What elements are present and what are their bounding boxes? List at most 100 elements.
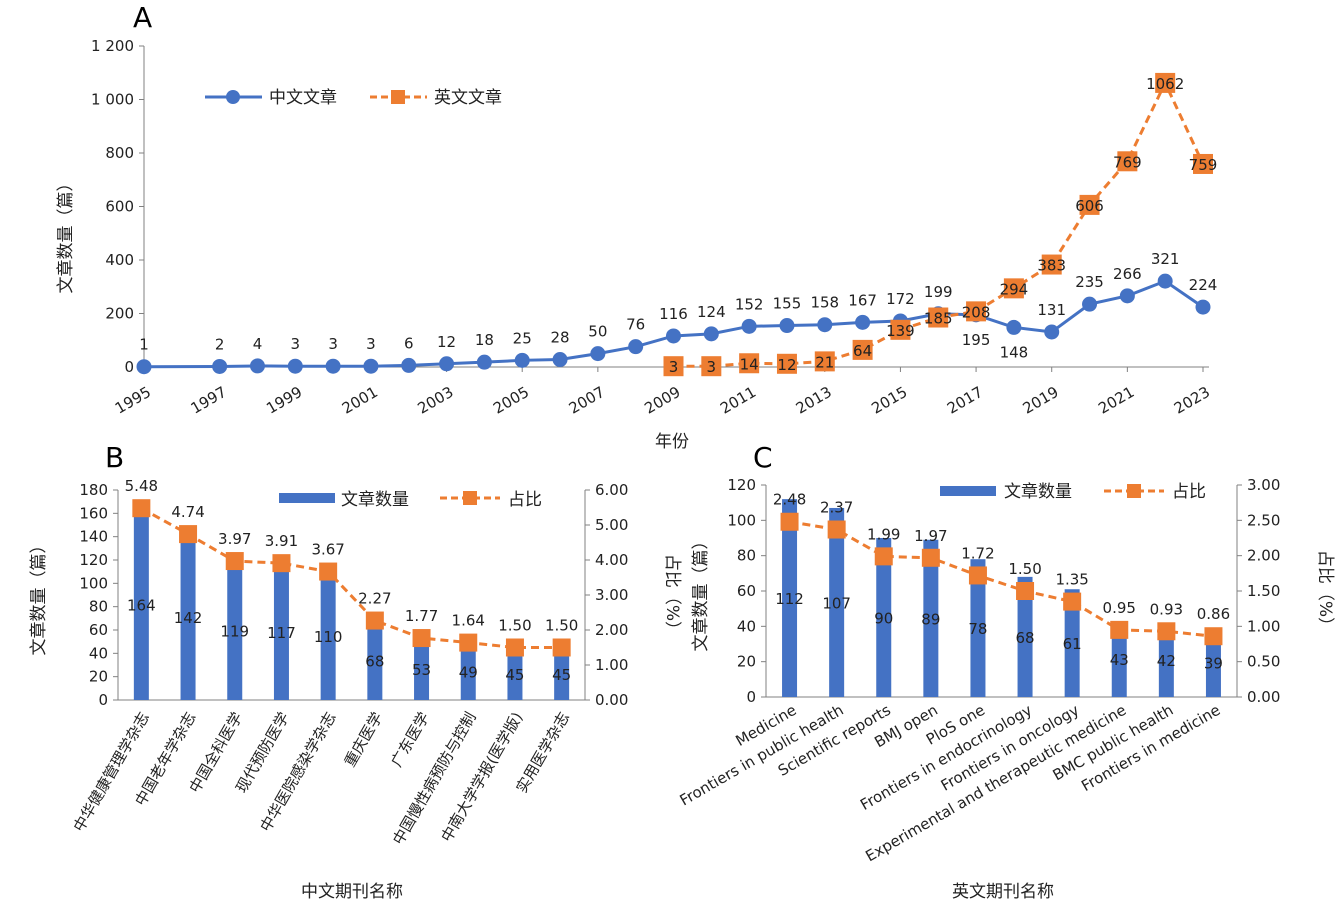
data-point-chinese [1195, 299, 1211, 315]
panel-c-bars: 112 107 90 89 78 68 61 43 42 39 [775, 499, 1223, 697]
data-point-chinese [552, 352, 568, 368]
left-tick-label: 60 [737, 582, 756, 600]
x-tick-label: 2023 [1171, 383, 1213, 418]
data-label-chinese: 1 [139, 336, 149, 354]
left-tick-label: 0 [746, 688, 756, 706]
data-point-english [1079, 194, 1100, 215]
data-label-chinese: 3 [328, 335, 338, 353]
share-marker [1063, 592, 1082, 611]
panel-b-axes: 0 20 40 60 80 100 120 140 160 180 0.00 1.00 2.00 3.00… [70, 481, 629, 848]
bar-value-label: 42 [1157, 652, 1176, 670]
data-point-chinese [514, 352, 530, 368]
y-tick-label: 200 [105, 305, 134, 323]
bar-value-label: 68 [1016, 629, 1035, 647]
share-value-label: 3.97 [218, 530, 251, 548]
data-label-chinese: 76 [626, 316, 645, 334]
category-label: 重庆医学 [341, 709, 387, 770]
share-marker [780, 512, 799, 531]
data-label-english: 383 [1037, 257, 1066, 275]
data-label-chinese: 266 [1113, 265, 1142, 283]
legend-marker-chinese [226, 90, 240, 104]
panel-b-legend: 文章数量 占比 [279, 490, 542, 510]
bar [227, 561, 243, 700]
share-marker [225, 552, 244, 571]
data-label-english: 139 [886, 322, 915, 340]
data-point-chinese [1006, 319, 1022, 335]
bar-value-label: 119 [220, 623, 249, 641]
legend-bar-count [279, 493, 335, 503]
panel-b-bars: 164 142 119 117 110 68 53 49 45 45 [127, 508, 571, 700]
panel-c-letter: C [753, 441, 773, 474]
legend-label-chinese: 中文文章 [269, 88, 337, 108]
data-label-chinese: 195 [962, 331, 991, 349]
y-tick-label: 0 [124, 358, 134, 376]
bar-value-label: 49 [459, 663, 478, 681]
data-label-chinese: 199 [924, 283, 953, 301]
right-tick-label: 0.00 [595, 691, 628, 709]
share-marker [319, 562, 338, 581]
x-tick-label: 2019 [1020, 383, 1062, 418]
bar-value-label: 90 [874, 610, 893, 628]
right-tick-label: 2.00 [595, 621, 628, 639]
bar [414, 638, 430, 700]
share-value-label: 1.97 [914, 527, 947, 545]
share-value-label: 3.91 [265, 532, 298, 550]
legend-label-count: 文章数量 [341, 490, 409, 510]
bar-value-label: 164 [127, 596, 156, 614]
share-value-label: 2.37 [820, 499, 853, 517]
category-label: 中南大学学报(医学版) [437, 709, 526, 845]
data-label-chinese: 152 [735, 295, 764, 313]
data-point-english [966, 301, 987, 322]
legend-label-share: 占比 [1172, 482, 1206, 502]
bar-value-label: 110 [314, 628, 343, 646]
data-label-english: 759 [1189, 156, 1218, 174]
data-label-chinese: 4 [253, 335, 263, 353]
data-point-chinese [325, 358, 341, 374]
data-point-chinese [779, 318, 795, 334]
data-label-chinese: 148 [1000, 343, 1029, 361]
x-tick-label: 2013 [793, 383, 835, 418]
data-point-english [1003, 278, 1024, 299]
bar-value-label: 61 [1063, 635, 1082, 653]
share-value-label: 1.50 [498, 617, 531, 635]
data-point-english [701, 356, 722, 377]
share-marker [552, 638, 571, 657]
bar [367, 620, 383, 700]
left-tick-label: 120 [79, 551, 108, 569]
share-value-label: 2.27 [358, 590, 391, 608]
data-point-english [1117, 151, 1138, 172]
data-point-english [1041, 254, 1062, 275]
left-tick-label: 20 [89, 668, 108, 686]
bar [1111, 621, 1127, 697]
x-tick-label: 2009 [641, 383, 683, 418]
data-label-chinese: 155 [773, 295, 802, 313]
share-value-label: 1.77 [405, 607, 438, 625]
x-tick-label: 2007 [566, 383, 608, 418]
y-tick-label: 400 [105, 251, 134, 269]
data-point-chinese [1119, 288, 1135, 304]
left-tick-label: 100 [79, 574, 108, 592]
data-point-english [663, 356, 684, 377]
bar [1017, 576, 1033, 697]
left-tick-label: 120 [727, 476, 756, 494]
data-label-chinese: 12 [437, 333, 456, 351]
legend-label-share: 占比 [508, 490, 542, 510]
panel-a-letter: A [133, 1, 152, 34]
share-marker [365, 611, 384, 630]
share-value-label: 1.99 [867, 525, 900, 543]
data-point-chinese [817, 317, 833, 333]
bar [133, 508, 149, 700]
share-value-label: 0.95 [1103, 599, 1136, 617]
bar [1205, 628, 1221, 697]
y-tick-label: 1 000 [91, 91, 134, 109]
data-point-chinese [439, 356, 455, 372]
bar [507, 647, 523, 700]
share-marker [1016, 582, 1035, 600]
data-label-chinese: 158 [810, 294, 839, 312]
data-label-english: 185 [924, 310, 953, 328]
panel-b-share-line: 5.48 4.74 3.97 3.91 3.67 2.27 1.77 1.64 1.50 1.50 [125, 477, 578, 657]
data-label-chinese: 235 [1075, 273, 1104, 291]
x-tick-label: 2015 [868, 383, 910, 418]
bar [273, 563, 289, 700]
x-tick-label: 2017 [944, 383, 986, 418]
